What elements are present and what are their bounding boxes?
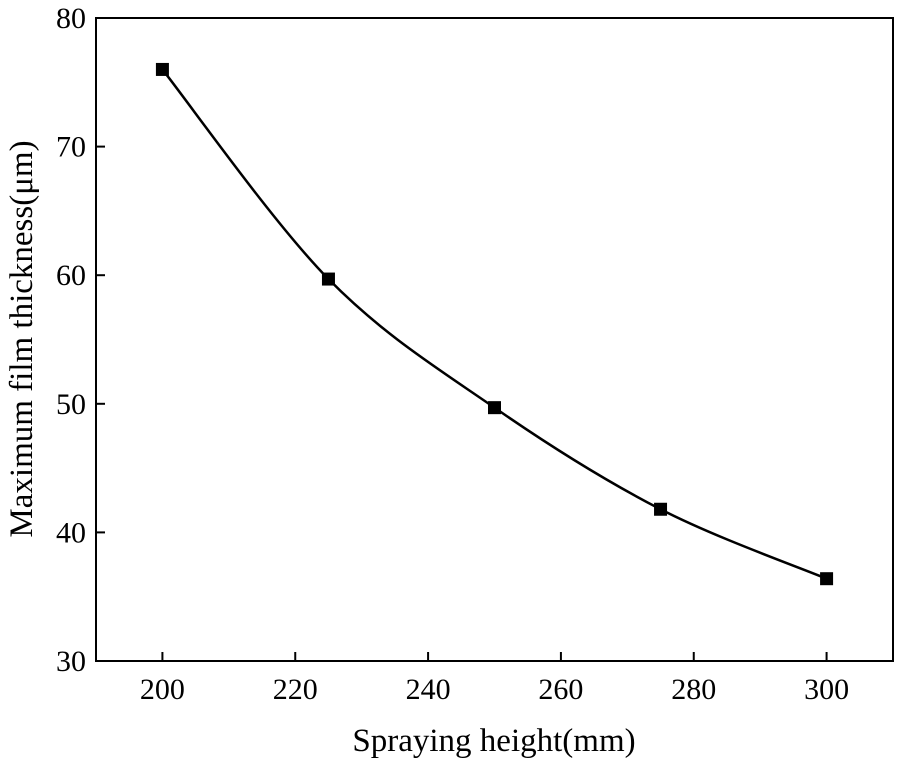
x-tick-label: 260	[538, 673, 583, 706]
y-tick-label: 60	[56, 259, 86, 292]
data-point-marker	[654, 502, 668, 516]
data-point-marker	[321, 272, 335, 286]
data-point-marker	[155, 62, 169, 76]
data-point-marker	[820, 572, 834, 586]
x-tick-label: 300	[804, 673, 849, 706]
y-tick-label: 30	[56, 645, 86, 678]
x-tick-label: 200	[140, 673, 185, 706]
y-axis-ticks: 30 40 50 60 70 80	[56, 2, 105, 678]
x-axis-ticks: 200 220 240 260 280 300	[140, 652, 849, 706]
y-tick-label: 70	[56, 131, 86, 164]
series-group	[155, 62, 834, 586]
x-tick-label: 240	[406, 673, 451, 706]
x-axis-title: Spraying height(mm)	[352, 723, 635, 759]
y-axis-title: Maximum film thickness(μm)	[4, 140, 40, 537]
y-tick-label: 80	[56, 2, 86, 35]
series-line	[161, 68, 828, 580]
data-point-marker	[488, 401, 501, 415]
y-tick-label: 40	[56, 516, 86, 549]
x-tick-label: 280	[671, 673, 716, 706]
x-tick-label: 220	[273, 673, 318, 706]
plot-frame	[95, 17, 894, 662]
y-tick-label: 50	[56, 388, 86, 421]
